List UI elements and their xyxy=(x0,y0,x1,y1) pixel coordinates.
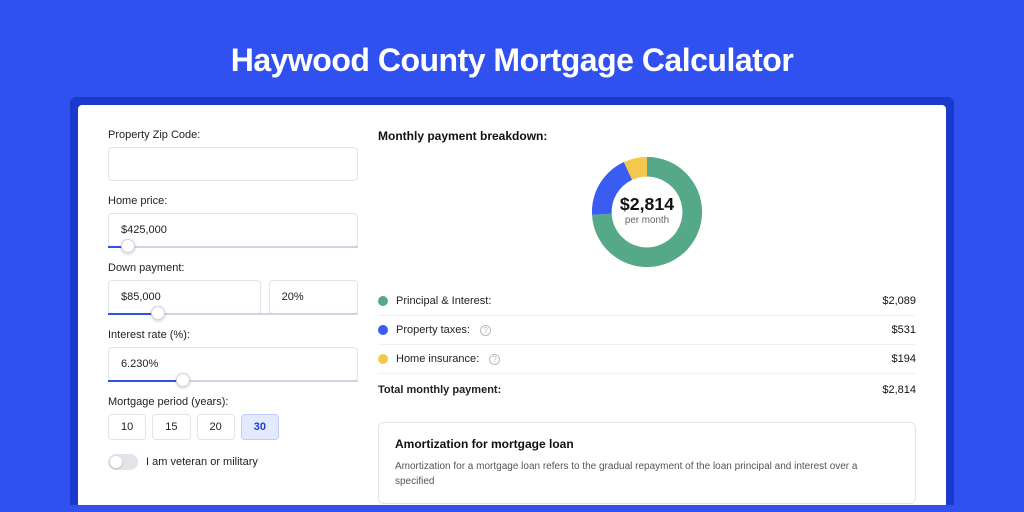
rate-slider[interactable] xyxy=(108,380,358,382)
legend-dot xyxy=(378,325,388,335)
card-inner: Property Zip Code: Home price: Down paym… xyxy=(78,105,946,505)
slider-thumb[interactable] xyxy=(121,239,135,253)
legend-value: $2,089 xyxy=(882,295,916,307)
donut-chart: $2,814 per month xyxy=(378,153,916,271)
field-rate: Interest rate (%): xyxy=(108,329,358,382)
zip-label: Property Zip Code: xyxy=(108,129,358,141)
period-label: Mortgage period (years): xyxy=(108,396,358,408)
veteran-toggle[interactable] xyxy=(108,454,138,470)
amortization-text: Amortization for a mortgage loan refers … xyxy=(395,459,899,489)
total-value: $2,814 xyxy=(882,384,916,396)
card-outer: Property Zip Code: Home price: Down paym… xyxy=(70,97,954,505)
legend-row: Principal & Interest: $2,089 xyxy=(378,287,916,316)
rate-label: Interest rate (%): xyxy=(108,329,358,341)
total-row: Total monthly payment: $2,814 xyxy=(378,374,916,404)
period-button-30[interactable]: 30 xyxy=(241,414,279,440)
rate-input[interactable] xyxy=(108,347,358,381)
form-column: Property Zip Code: Home price: Down paym… xyxy=(108,129,358,505)
legend-row: Home insurance:? $194 xyxy=(378,345,916,374)
legend-dot xyxy=(378,354,388,364)
period-button-20[interactable]: 20 xyxy=(197,414,235,440)
field-down-payment: Down payment: xyxy=(108,262,358,315)
legend-value: $194 xyxy=(892,353,916,365)
legend-label: Principal & Interest: xyxy=(396,295,491,307)
field-zip: Property Zip Code: xyxy=(108,129,358,181)
legend-value: $531 xyxy=(892,324,916,336)
home-price-input[interactable] xyxy=(108,213,358,247)
amortization-card: Amortization for mortgage loan Amortizat… xyxy=(378,422,916,504)
legend-label: Property taxes: xyxy=(396,324,470,336)
period-button-15[interactable]: 15 xyxy=(152,414,190,440)
legend-dot xyxy=(378,296,388,306)
donut-sub: per month xyxy=(608,215,687,226)
info-icon[interactable]: ? xyxy=(489,354,500,365)
veteran-row: I am veteran or military xyxy=(108,454,358,470)
breakdown-column: Monthly payment breakdown: $2,814 per mo… xyxy=(378,129,916,505)
amortization-title: Amortization for mortgage loan xyxy=(395,437,899,451)
dp-slider[interactable] xyxy=(108,313,358,315)
field-period: Mortgage period (years): 1015 2030 xyxy=(108,396,358,440)
slider-thumb[interactable] xyxy=(176,373,190,387)
zip-input[interactable] xyxy=(108,147,358,181)
slider-thumb[interactable] xyxy=(151,306,165,320)
veteran-label: I am veteran or military xyxy=(146,456,258,468)
dp-amount-input[interactable] xyxy=(108,280,261,314)
legend-row: Property taxes:? $531 xyxy=(378,316,916,345)
legend-label: Home insurance: xyxy=(396,353,479,365)
info-icon[interactable]: ? xyxy=(480,325,491,336)
page-title: Haywood County Mortgage Calculator xyxy=(0,0,1024,97)
total-label: Total monthly payment: xyxy=(378,384,501,396)
dp-pct-input[interactable] xyxy=(269,280,358,314)
dp-label: Down payment: xyxy=(108,262,358,274)
field-home-price: Home price: xyxy=(108,195,358,248)
breakdown-title: Monthly payment breakdown: xyxy=(378,129,916,143)
home-price-slider[interactable] xyxy=(108,246,358,248)
donut-total: $2,814 xyxy=(608,194,687,215)
period-button-10[interactable]: 10 xyxy=(108,414,146,440)
home-price-label: Home price: xyxy=(108,195,358,207)
